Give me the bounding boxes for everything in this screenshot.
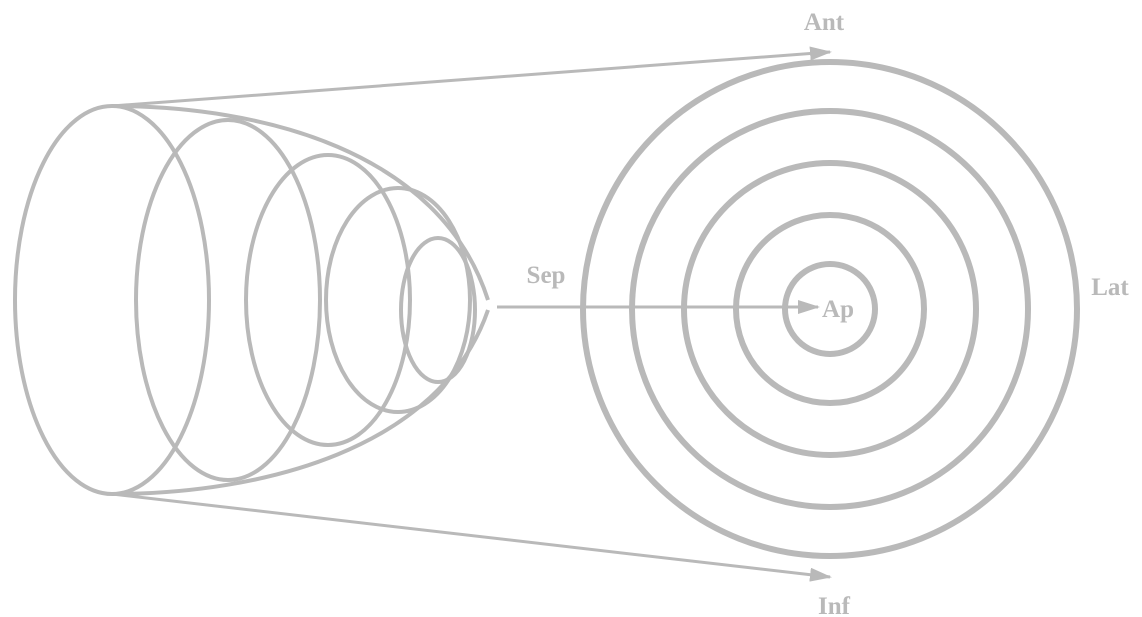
paraboloid-3d-view <box>13 104 490 496</box>
bullseye-ring-1 <box>580 59 1080 559</box>
projection-arrows <box>111 46 832 582</box>
label-inferior: Inf <box>818 593 851 617</box>
slice-ring-4 <box>324 186 472 414</box>
projection-arrow-inferior <box>111 492 832 582</box>
slice-ring-3 <box>244 153 412 447</box>
slice-ring-1 <box>13 104 211 496</box>
bullseye-ring-2 <box>629 108 1031 510</box>
bullseye-ring-5 <box>782 261 878 357</box>
bullseye-view <box>580 59 1080 559</box>
orientation-labels: Ant Inf Sep Lat Ap <box>527 9 1130 617</box>
bullseye-ring-3 <box>681 160 979 458</box>
label-anterior: Ant <box>804 9 845 36</box>
paraboloid-lower-profile <box>111 309 490 496</box>
projection-arrow-anterior <box>111 46 832 108</box>
label-lateral: Lat <box>1091 274 1129 301</box>
label-septal: Sep <box>527 262 566 289</box>
bullseye-ring-4 <box>733 212 927 406</box>
label-apex: Ap <box>822 296 854 323</box>
slice-ring-5 <box>399 236 477 384</box>
slice-ring-2 <box>134 118 322 482</box>
